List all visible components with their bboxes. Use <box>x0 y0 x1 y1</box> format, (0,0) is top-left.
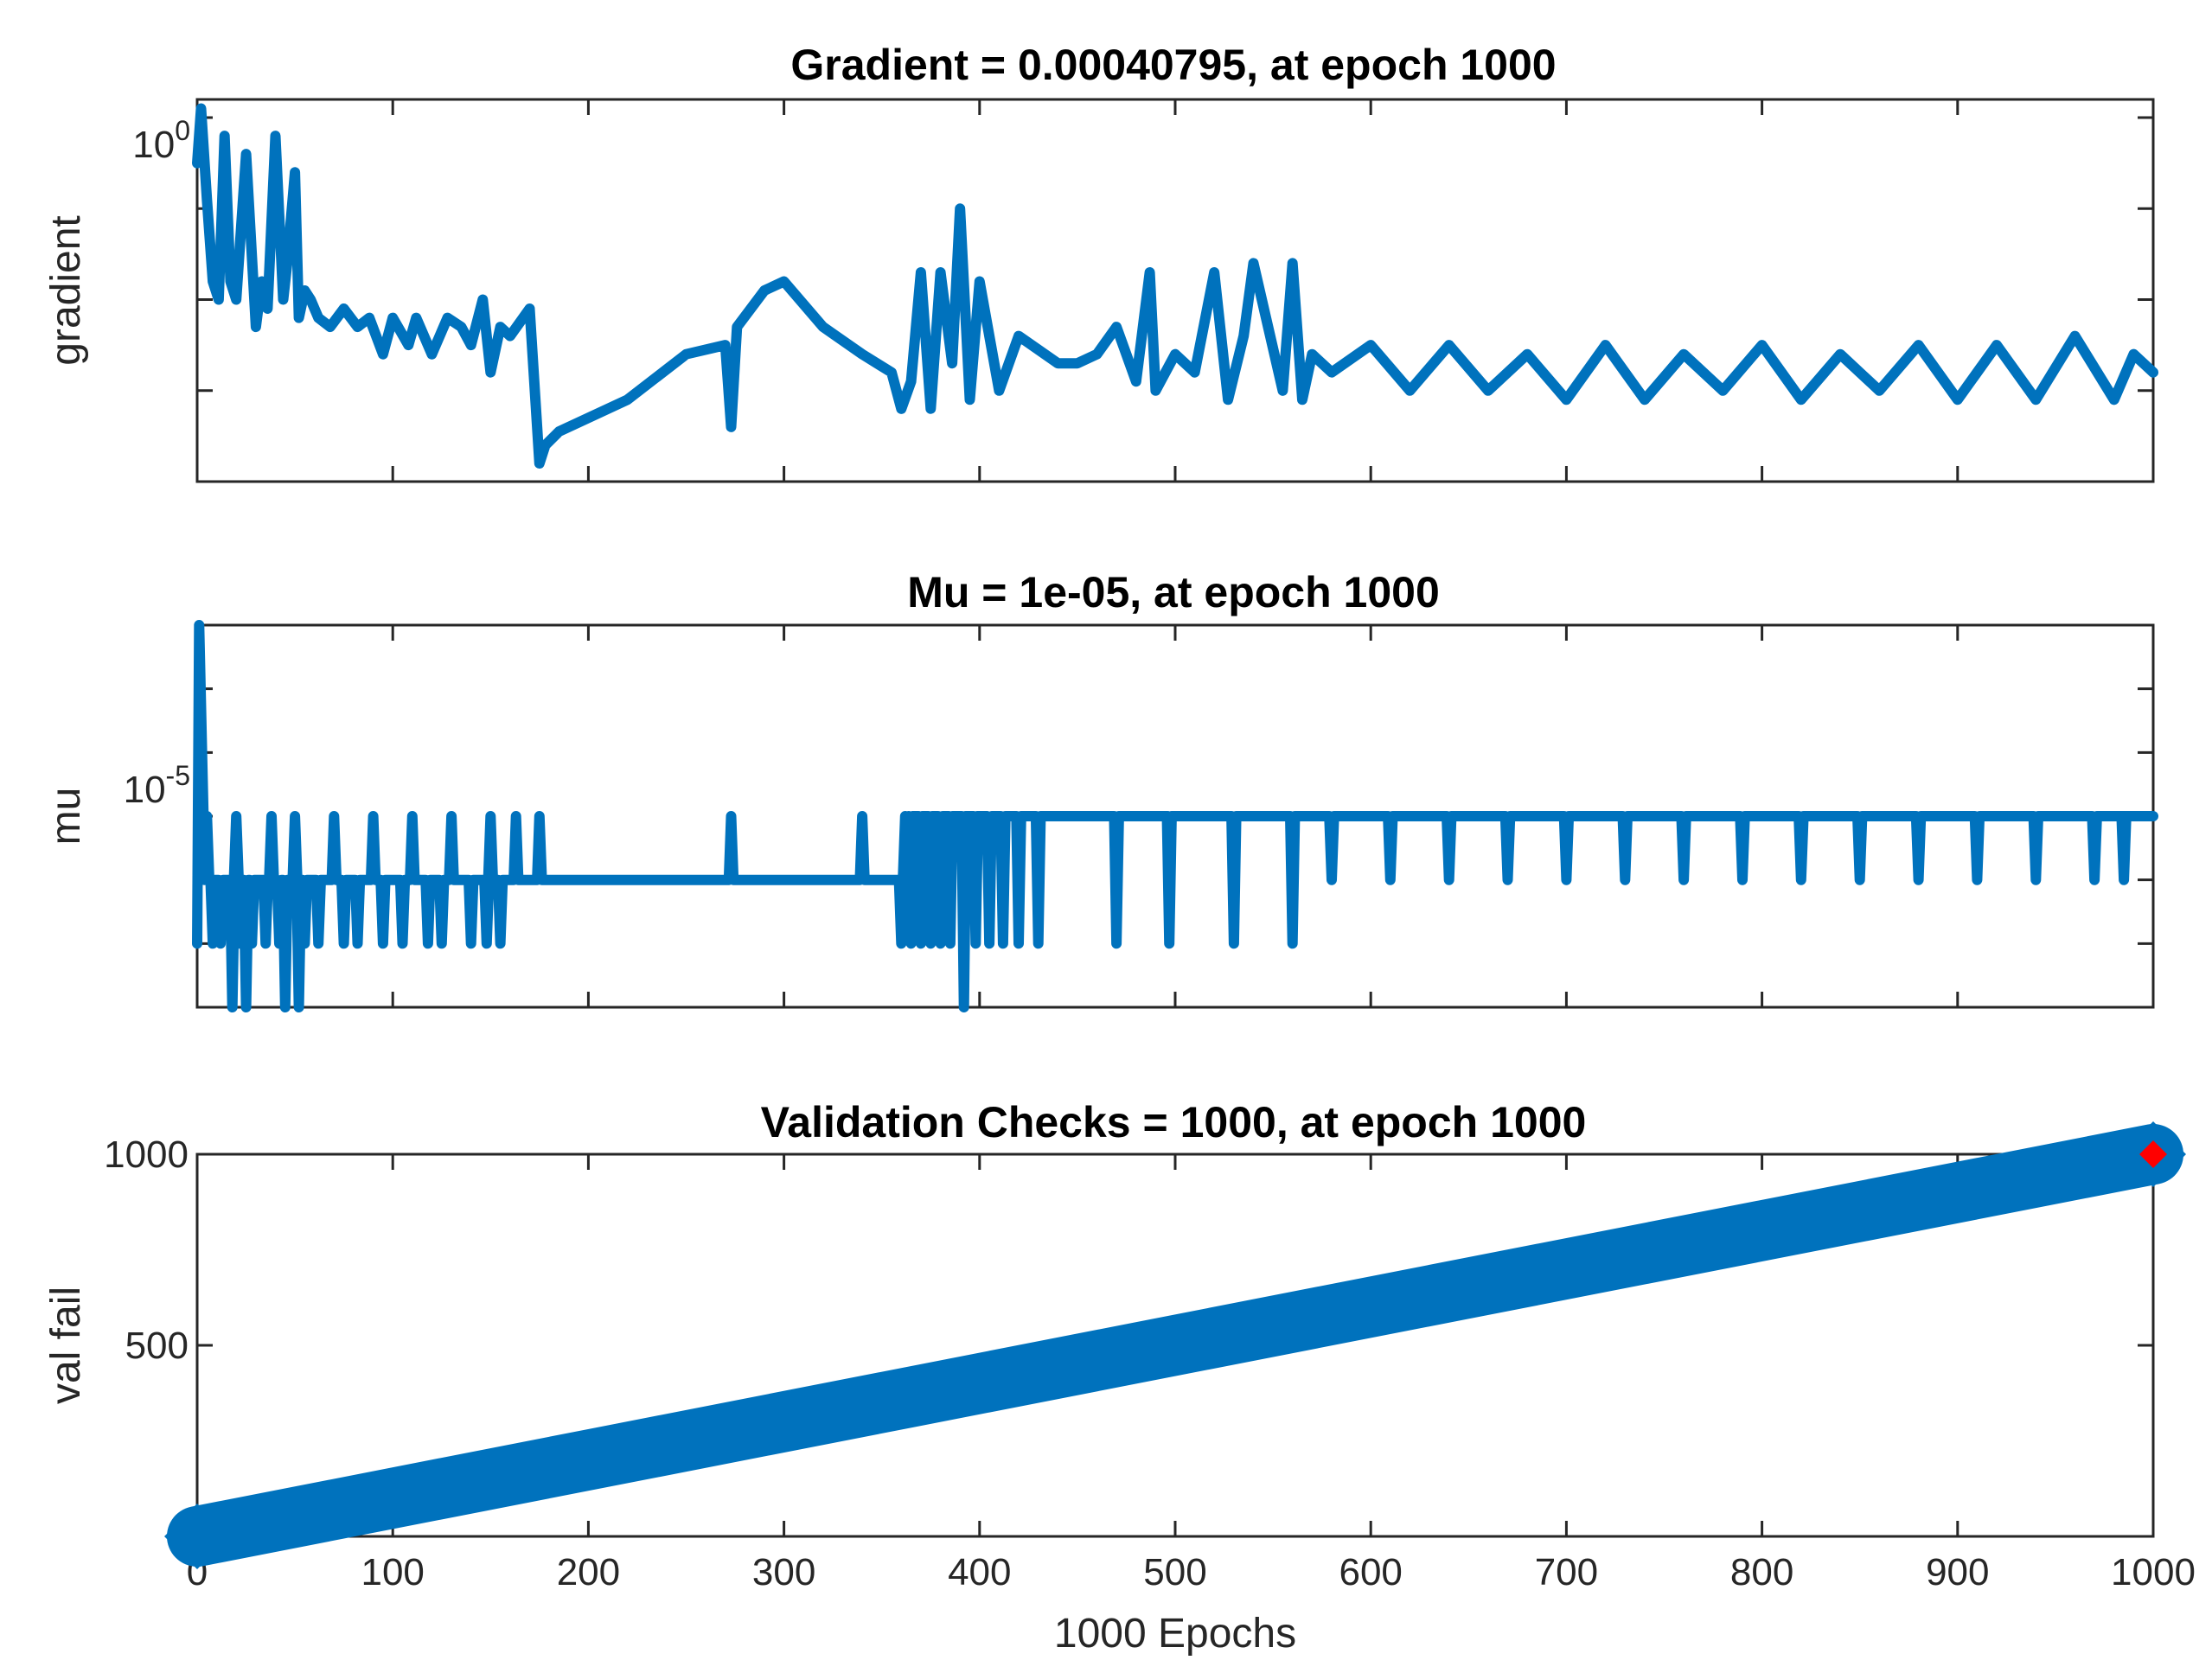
valfail-ytick-label: 1000 <box>104 1133 189 1176</box>
valfail-ylabel: val fail <box>43 1287 89 1404</box>
valfail-panel: Validation Checks = 1000, at epoch 1000 … <box>43 1098 2196 1657</box>
valfail-best-marker <box>2139 1140 2167 1168</box>
valfail-xtick-label: 800 <box>1730 1551 1793 1593</box>
valfail-xtick-label: 700 <box>1535 1551 1598 1593</box>
valfail-xtick-label: 600 <box>1339 1551 1402 1593</box>
valfail-title: Validation Checks = 1000, at epoch 1000 <box>761 1098 1587 1146</box>
gradient-title: Gradient = 0.00040795, at epoch 1000 <box>790 41 1556 89</box>
valfail-xtick-labels: 0 100 200 300 400 500 600 700 800 900 1000 <box>187 1551 2196 1593</box>
mu-ytick-label: 10-5 <box>124 760 190 811</box>
mu-series-line <box>192 620 2158 1012</box>
gradient-series-line <box>192 103 2158 469</box>
gradient-ylabel: gradient <box>43 215 89 365</box>
valfail-xtick-label: 400 <box>948 1551 1011 1593</box>
valfail-xtick-label: 900 <box>1926 1551 1989 1593</box>
gradient-ytick-label: 100 <box>132 115 190 166</box>
gradient-panel: Gradient = 0.00040795, at epoch 1000 gra… <box>43 41 2158 483</box>
gradient-tick-marks <box>195 99 2155 482</box>
valfail-series-band <box>167 1124 2183 1567</box>
valfail-xtick-label: 200 <box>557 1551 620 1593</box>
valfail-start-marker <box>164 1504 230 1569</box>
valfail-xtick-label: 500 <box>1143 1551 1206 1593</box>
valfail-xtick-label: 100 <box>361 1551 424 1593</box>
valfail-xtick-label: 1000 <box>2111 1551 2196 1593</box>
mu-title: Mu = 1e-05, at epoch 1000 <box>907 568 1440 616</box>
valfail-xtick-label: 300 <box>752 1551 815 1593</box>
valfail-xlabel: 1000 Epochs <box>1054 1611 1296 1657</box>
mu-panel: Mu = 1e-05, at epoch 1000 mu 10-5 <box>43 568 2158 1012</box>
valfail-ytick-label: 500 <box>125 1325 189 1367</box>
mu-ylabel: mu <box>43 788 89 846</box>
